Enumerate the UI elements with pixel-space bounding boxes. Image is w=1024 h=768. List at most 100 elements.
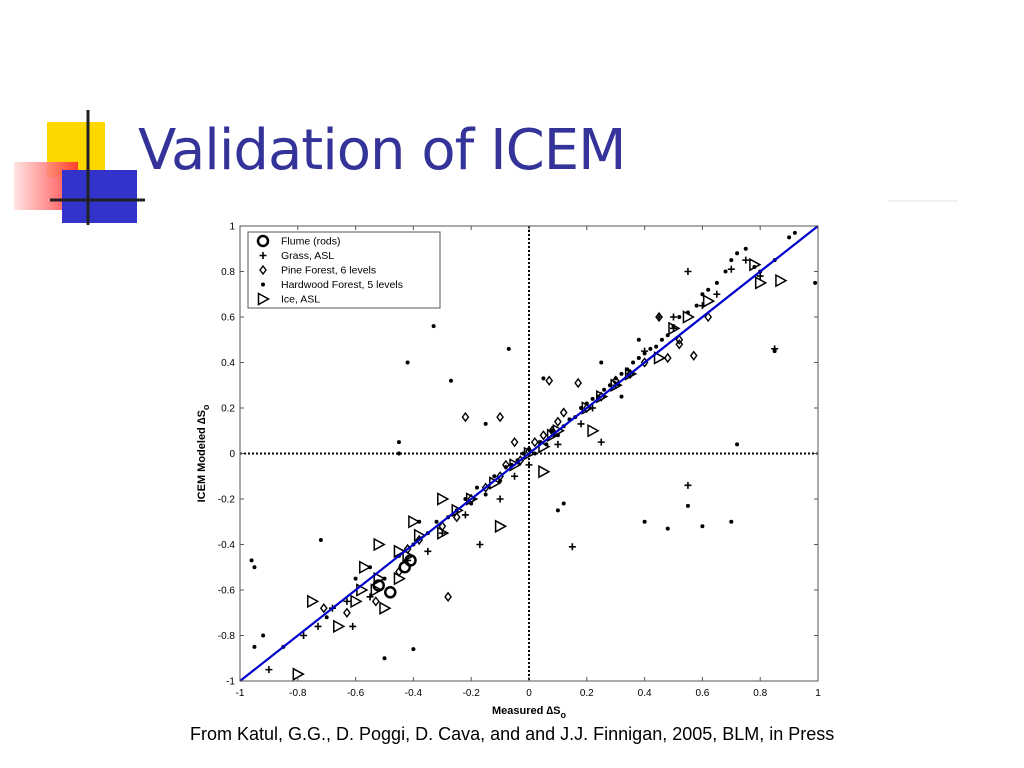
slide-title: Validation of ICEM xyxy=(138,118,626,183)
legend-marker-triangle-right xyxy=(257,292,271,306)
x-tick-label: -0.6 xyxy=(347,688,365,699)
data-point-diamond xyxy=(545,375,554,386)
data-point-dot xyxy=(483,421,488,426)
x-tick-label: -0.4 xyxy=(405,688,423,699)
data-point-dot xyxy=(648,346,653,351)
legend-item: Grass, ASL xyxy=(259,250,334,262)
data-point-dot xyxy=(324,615,329,620)
data-point-plus xyxy=(525,461,533,469)
one-to-one-line xyxy=(239,225,819,682)
y-tick-label: 0.6 xyxy=(221,313,235,324)
data-point-triangle-right xyxy=(749,257,762,272)
data-point-diamond xyxy=(655,311,663,323)
x-tick-label: 0.6 xyxy=(695,688,709,699)
x-tick-label: -0.8 xyxy=(289,688,307,699)
data-point-triangle-right xyxy=(379,601,392,615)
data-point-diamond xyxy=(675,334,684,345)
data-point-diamond xyxy=(444,591,452,602)
data-point-triangle-right xyxy=(408,514,421,529)
data-point-dot xyxy=(431,324,436,329)
data-point-dot xyxy=(631,360,636,365)
data-point-dot xyxy=(735,442,740,447)
data-point-plus xyxy=(597,438,605,446)
x-tick-label: -1 xyxy=(236,688,245,699)
data-point-plus xyxy=(424,547,432,555)
data-point-dot xyxy=(590,396,595,401)
data-point-plus xyxy=(511,472,519,480)
y-tick-label: 0.8 xyxy=(221,267,235,278)
data-point-dot xyxy=(561,501,566,506)
logo-blue-square xyxy=(62,170,137,223)
data-point-dot xyxy=(694,303,699,308)
data-point-diamond xyxy=(663,352,672,364)
data-point-dot xyxy=(405,360,410,365)
data-point-plus xyxy=(568,543,576,551)
y-tick-label: 1 xyxy=(229,222,235,233)
data-point-plus xyxy=(641,347,649,355)
data-point-diamond xyxy=(343,607,351,618)
data-point-circle xyxy=(372,579,385,592)
data-point-dot xyxy=(474,485,479,490)
legend-item: Hardwood Forest, 5 levels xyxy=(261,279,403,291)
data-point-dot xyxy=(665,526,670,531)
data-point-diamond xyxy=(502,459,510,471)
legend-label: Pine Forest, 6 levels xyxy=(281,265,376,277)
x-tick-label: -0.2 xyxy=(463,688,481,699)
data-point-plus xyxy=(771,345,779,353)
data-point-dot xyxy=(729,258,734,263)
data-point-dot xyxy=(396,440,401,445)
data-point-plus xyxy=(300,632,308,639)
data-point-plus xyxy=(670,313,677,321)
data-point-triangle-right xyxy=(465,492,479,506)
data-point-triangle-right xyxy=(552,423,565,438)
data-point-triangle-right xyxy=(359,560,372,575)
x-tick-label: 0 xyxy=(526,688,532,699)
data-point-triangle-right xyxy=(754,276,768,290)
data-point-dot xyxy=(483,492,488,497)
data-point-plus xyxy=(265,666,273,674)
data-point-dot xyxy=(787,235,792,240)
data-point-dot xyxy=(434,519,439,524)
data-point-diamond xyxy=(371,596,380,607)
data-point-triangle-right xyxy=(494,519,508,534)
legend-label: Grass, ASL xyxy=(281,250,334,262)
data-point-dot xyxy=(252,644,257,649)
data-point-dot xyxy=(677,315,682,319)
data-point-dot xyxy=(318,537,323,542)
series-triangle-right xyxy=(292,257,788,681)
data-point-triangle-right xyxy=(596,389,609,404)
data-point-dot xyxy=(619,371,624,376)
data-point-triangle-right xyxy=(581,401,594,415)
y-tick-label: -1 xyxy=(226,677,235,688)
data-point-triangle-right xyxy=(538,464,551,479)
y-axis-label: ICEM Modeled ∆So xyxy=(196,404,211,502)
x-axis-label-text: Measured ∆S xyxy=(492,705,560,717)
data-point-dot xyxy=(382,656,387,661)
data-point-dot xyxy=(492,474,497,479)
data-point-triangle-right xyxy=(546,428,560,443)
data-point-plus xyxy=(461,511,469,519)
data-point-dot xyxy=(813,280,818,285)
data-point-diamond xyxy=(510,436,519,448)
data-point-diamond xyxy=(452,512,461,523)
citation-caption: From Katul, G.G., D. Poggi, D. Cava, and… xyxy=(190,724,835,744)
data-point-dot xyxy=(706,287,711,292)
legend: Flume (rods) Grass, ASL Pine Forest, 6 lev… xyxy=(247,231,441,309)
legend-marker-diamond xyxy=(259,264,267,276)
data-point-triangle-right xyxy=(402,549,415,563)
data-point-plus xyxy=(684,481,692,489)
y-axis-label-text: ICEM Modeled ∆S xyxy=(196,410,208,502)
data-point-plus xyxy=(756,272,764,280)
y-tick-label: 0 xyxy=(229,449,235,460)
x-axis-label: Measured ∆So xyxy=(492,705,566,720)
legend-item: Pine Forest, 6 levels xyxy=(259,264,376,277)
data-point-circle xyxy=(398,561,411,574)
data-point-triangle-right xyxy=(610,378,623,393)
data-point-dot xyxy=(353,576,358,581)
scatter-chart: -1 -0.8 -0.6 -0.4 -0.2 0 0.2 0.4 0.6 0.8 1 -1 -0.8 -0… xyxy=(196,222,821,721)
data-point-diamond xyxy=(689,350,698,361)
legend-item: Ice, ASL xyxy=(257,292,320,306)
data-point-diamond xyxy=(559,407,568,418)
data-point-dot xyxy=(636,337,641,342)
data-point-diamond xyxy=(461,411,470,423)
